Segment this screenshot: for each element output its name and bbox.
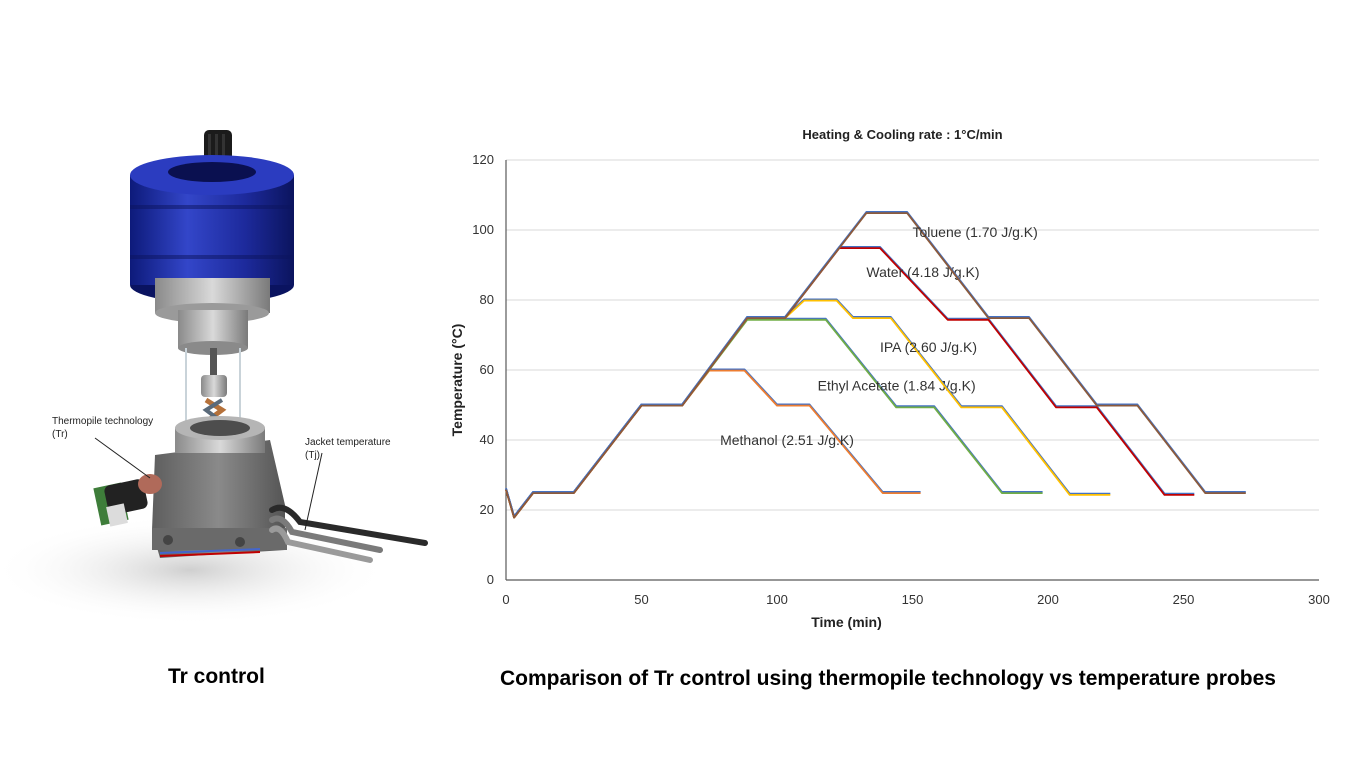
series-line-2-0 <box>505 298 1111 518</box>
y-tick-label: 100 <box>472 222 494 237</box>
jacket-tubes-icon <box>269 504 428 563</box>
series-label-1: Ethyl Acetate (1.84 J/g.K) <box>818 377 976 393</box>
x-axis-label: Time (min) <box>811 614 882 630</box>
x-tick-label: 50 <box>634 592 648 607</box>
chart-title: Heating & Cooling rate : 1°C/min <box>802 127 1002 142</box>
y-tick-label: 60 <box>480 362 494 377</box>
y-tick-label: 80 <box>480 292 494 307</box>
jacket-temperature-label: Jacket temperature (Tj) <box>305 437 393 461</box>
y-tick-label: 0 <box>487 572 494 587</box>
right-caption: Comparison of Tr control using thermopil… <box>500 667 1276 690</box>
x-tick-label: 100 <box>766 592 788 607</box>
temperature-chart: 0 20 40 60 80 100 120 0 50 100 150 200 250 300 Heating… <box>449 127 1330 630</box>
y-axis-label: Temperature (°C) <box>449 324 465 437</box>
x-tick-label: 0 <box>502 592 509 607</box>
y-tick-label: 40 <box>480 432 494 447</box>
series-line-4-1 <box>505 212 1246 519</box>
series-label-3: Water (4.18 J/g.K) <box>866 264 979 280</box>
x-tick-label: 150 <box>902 592 924 607</box>
series-label-0: Methanol (2.51 J/g.K) <box>720 432 854 448</box>
y-tick-label: 20 <box>480 502 494 517</box>
x-tick-label: 200 <box>1037 592 1059 607</box>
series-label-4: Toluene (1.70 J/g.K) <box>913 224 1038 240</box>
reactor-illustration: Thermopile technology (Tr) Jacket temper… <box>0 130 428 625</box>
thermopile-sensor-icon <box>93 474 162 527</box>
series-label-2: IPA (2.60 J/g.K) <box>880 339 977 355</box>
y-tick-label: 120 <box>472 152 494 167</box>
series-line-2-1 <box>505 299 1111 519</box>
series-line-4-0 <box>505 211 1246 518</box>
x-tick-label: 250 <box>1173 592 1195 607</box>
left-caption: Tr control <box>168 665 265 688</box>
adapter-icon <box>155 278 270 355</box>
x-tick-label: 300 <box>1308 592 1330 607</box>
thermopile-label: Thermopile technology (Tr) <box>52 416 156 440</box>
callout-lines <box>94 437 323 531</box>
reactor-body-icon <box>152 416 287 558</box>
